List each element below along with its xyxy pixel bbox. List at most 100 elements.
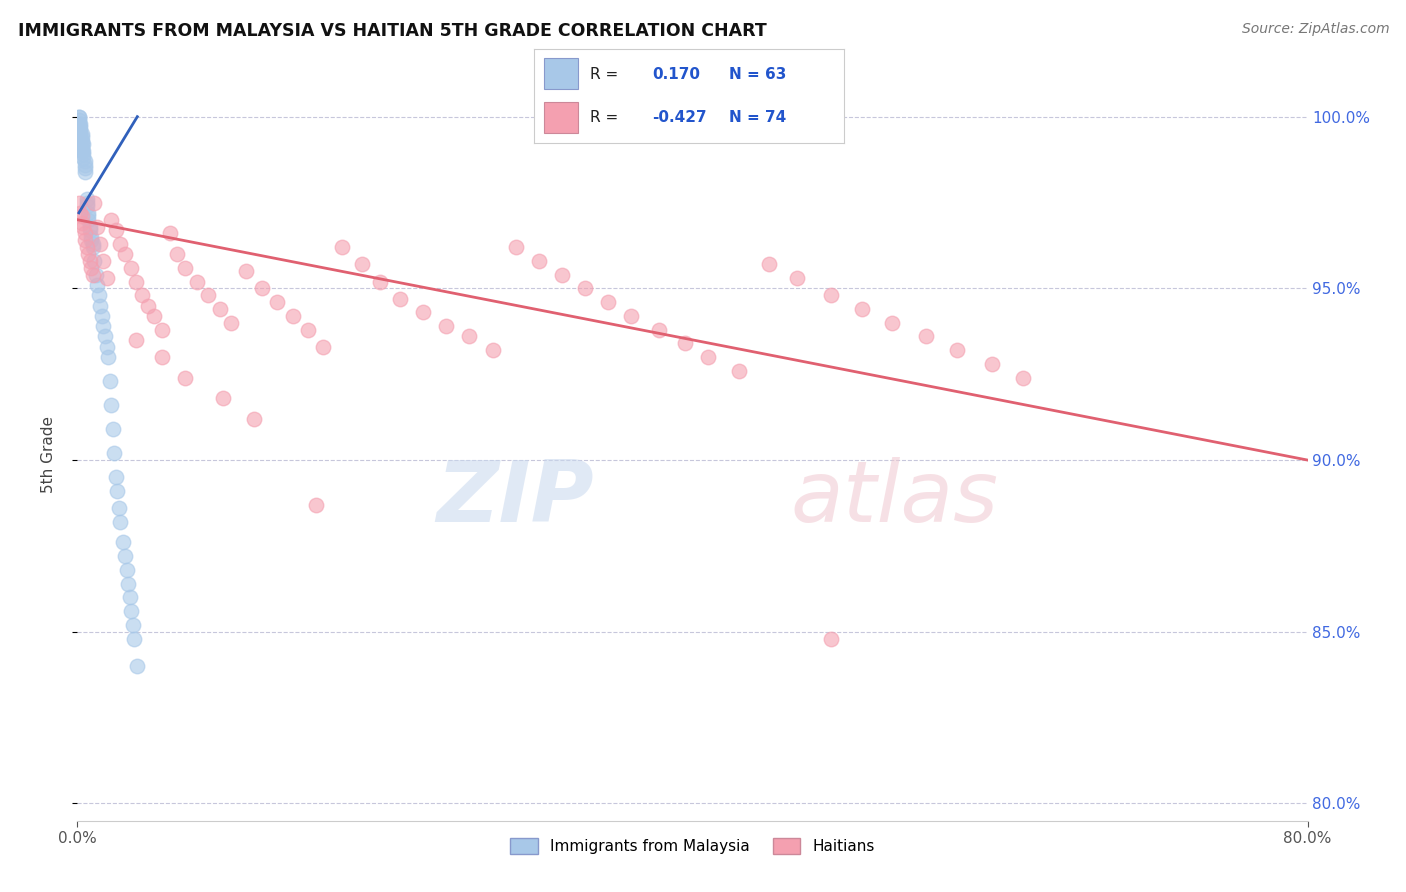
- Point: [76, 240, 98, 254]
- Point: [114, 247, 136, 261]
- Point: [574, 281, 596, 295]
- Point: [70, 216, 93, 230]
- Point: [73, 158, 96, 172]
- Point: [67, 116, 90, 130]
- Point: [79, 253, 101, 268]
- Point: [820, 288, 842, 302]
- Point: [97, 350, 120, 364]
- Point: [112, 535, 135, 549]
- Point: [297, 322, 319, 336]
- Point: [69, 116, 91, 130]
- Point: [219, 316, 242, 330]
- Point: [79, 223, 101, 237]
- Point: [73, 164, 96, 178]
- Point: [76, 199, 98, 213]
- Point: [104, 223, 127, 237]
- Point: [84, 268, 107, 282]
- Point: [72, 144, 94, 158]
- Point: [105, 483, 128, 498]
- Point: [80, 260, 103, 275]
- Point: [551, 268, 574, 282]
- Point: [696, 350, 718, 364]
- Point: [120, 260, 142, 275]
- Point: [70, 134, 93, 148]
- Point: [73, 227, 96, 241]
- Point: [73, 161, 96, 176]
- Point: [647, 322, 669, 336]
- Point: [89, 236, 111, 251]
- Text: N = 63: N = 63: [730, 67, 786, 82]
- Point: [166, 247, 188, 261]
- Y-axis label: 5th Grade: 5th Grade: [42, 417, 56, 493]
- Point: [266, 295, 288, 310]
- Point: [80, 233, 103, 247]
- Text: R =: R =: [591, 110, 619, 125]
- Point: [312, 340, 335, 354]
- Point: [69, 127, 91, 141]
- Point: [82, 236, 104, 251]
- Point: [96, 340, 118, 354]
- Point: [70, 144, 93, 158]
- Bar: [544, 59, 578, 89]
- Point: [481, 343, 503, 358]
- Point: [127, 659, 149, 673]
- Point: [786, 271, 808, 285]
- Point: [117, 576, 139, 591]
- Point: [235, 264, 257, 278]
- Point: [79, 219, 101, 234]
- Point: [305, 498, 328, 512]
- Point: [330, 240, 353, 254]
- Text: R =: R =: [591, 67, 619, 82]
- Text: atlas: atlas: [792, 458, 998, 541]
- Point: [72, 151, 94, 165]
- Point: [758, 257, 780, 271]
- Point: [118, 591, 141, 605]
- Point: [72, 147, 94, 161]
- Point: [125, 275, 148, 289]
- Point: [69, 206, 91, 220]
- Point: [93, 319, 115, 334]
- Point: [110, 236, 132, 251]
- Point: [174, 260, 197, 275]
- Point: [458, 329, 481, 343]
- Point: [243, 412, 266, 426]
- Point: [73, 233, 96, 247]
- Point: [620, 309, 643, 323]
- Point: [108, 501, 131, 516]
- Point: [86, 277, 108, 292]
- Point: [1012, 370, 1035, 384]
- Point: [80, 230, 103, 244]
- Point: [389, 292, 412, 306]
- Point: [100, 398, 122, 412]
- Point: [673, 336, 696, 351]
- Point: [70, 130, 93, 145]
- Point: [281, 309, 304, 323]
- Point: [250, 281, 273, 295]
- Point: [72, 137, 94, 152]
- Point: [882, 316, 904, 330]
- Point: [150, 322, 173, 336]
- Point: [72, 219, 94, 234]
- Point: [67, 110, 90, 124]
- Point: [104, 470, 127, 484]
- Point: [67, 195, 90, 210]
- Point: [120, 604, 142, 618]
- Text: ZIP: ZIP: [436, 458, 595, 541]
- Point: [93, 253, 115, 268]
- Point: [727, 364, 749, 378]
- Point: [83, 195, 105, 210]
- Point: [368, 275, 391, 289]
- Point: [77, 209, 100, 223]
- Point: [86, 219, 108, 234]
- Point: [69, 123, 91, 137]
- Point: [527, 253, 550, 268]
- Point: [103, 446, 125, 460]
- Point: [915, 329, 938, 343]
- Point: [101, 422, 124, 436]
- Point: [94, 329, 117, 343]
- Point: [90, 309, 114, 323]
- Point: [77, 206, 100, 220]
- Point: [70, 137, 93, 152]
- Point: [70, 209, 93, 223]
- Point: [82, 268, 104, 282]
